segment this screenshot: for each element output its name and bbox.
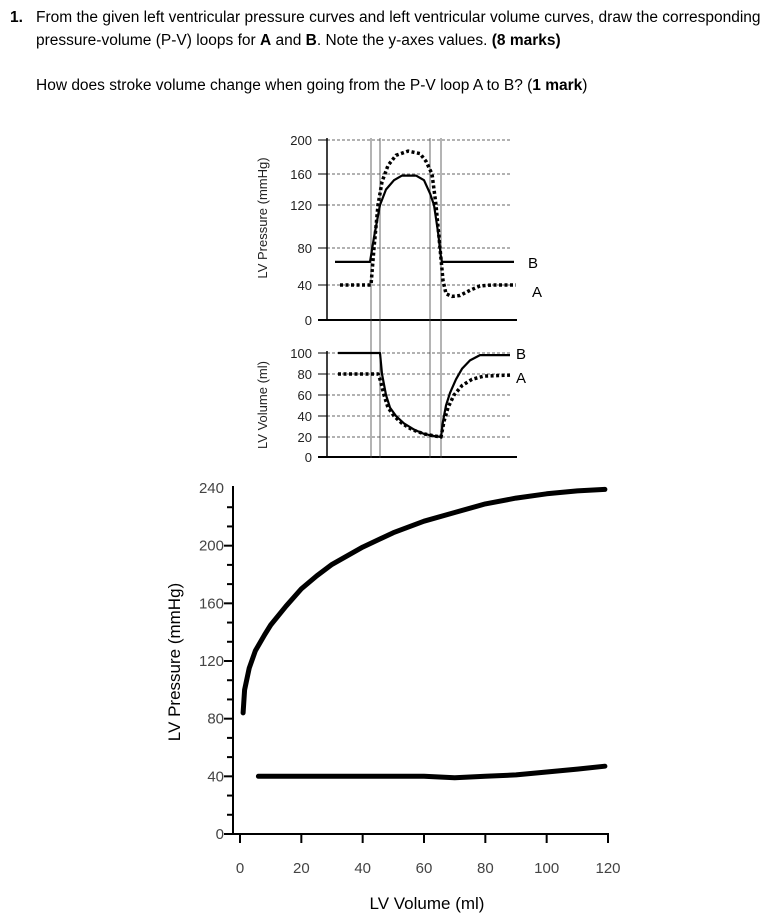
text: From the given left ventricular pressure…: [36, 9, 761, 49]
ytick-label: 0: [305, 450, 312, 465]
text: . Note the y-axes values.: [316, 32, 492, 49]
question-1: 1. From the given left ventricular press…: [10, 6, 780, 52]
question-number: 1.: [10, 9, 23, 26]
pressure-ylabel: LV Pressure (mmHg): [255, 157, 270, 278]
ytick-label: 120: [199, 653, 224, 670]
xtick-label: 80: [477, 860, 494, 877]
label-a: A: [516, 370, 526, 387]
bold-b: B: [305, 32, 317, 49]
label-b: B: [528, 255, 538, 272]
ytick-label: 200: [290, 133, 312, 148]
series-line-b: [335, 174, 514, 263]
pv-curve: [240, 486, 608, 716]
ytick-label: 100: [290, 346, 312, 361]
ytick-label: 40: [298, 409, 312, 424]
ytick-label: 60: [298, 388, 312, 403]
ytick-label: 80: [298, 367, 312, 382]
xtick-label: 100: [534, 860, 559, 877]
ytick-label: 40: [207, 768, 224, 785]
pv-xlabel: LV Volume (ml): [370, 894, 485, 913]
ytick-label: 160: [290, 167, 312, 182]
pv-curve: [255, 763, 608, 781]
ytick-label: 0: [305, 313, 312, 328]
ytick-label: 20: [298, 430, 312, 445]
series-line-a: [340, 149, 516, 299]
xtick-label: 60: [416, 860, 433, 877]
bold-a: A: [259, 32, 272, 49]
xtick-label: 20: [293, 860, 310, 877]
text: ): [582, 77, 588, 94]
ytick-label: 40: [298, 278, 312, 293]
xtick-label: 120: [595, 860, 620, 877]
series-line-b: [338, 351, 510, 439]
ytick-label: 80: [298, 241, 312, 256]
ytick-label: 80: [207, 711, 224, 728]
text: How does stroke volume change when going…: [36, 77, 533, 94]
question-text: From the given left ventricular pressure…: [36, 6, 780, 52]
series-line-a: [338, 372, 511, 439]
marks: 1 mark: [532, 77, 583, 94]
ytick-label: 240: [199, 480, 224, 497]
ytick-label: 160: [199, 595, 224, 612]
volume-ylabel: LV Volume (ml): [255, 361, 270, 449]
label-b: B: [516, 346, 526, 363]
xtick-label: 0: [236, 860, 244, 877]
pv-ylabel: LV Pressure (mmHg): [165, 583, 184, 741]
sub-question: How does stroke volume change when going…: [36, 74, 587, 97]
ytick-label: 0: [216, 826, 224, 843]
ytick-label: 200: [199, 538, 224, 555]
text: and: [271, 32, 306, 49]
xtick-label: 40: [354, 860, 371, 877]
label-a: A: [532, 284, 542, 301]
ytick-label: 120: [290, 198, 312, 213]
marks: (8 marks): [491, 32, 561, 49]
